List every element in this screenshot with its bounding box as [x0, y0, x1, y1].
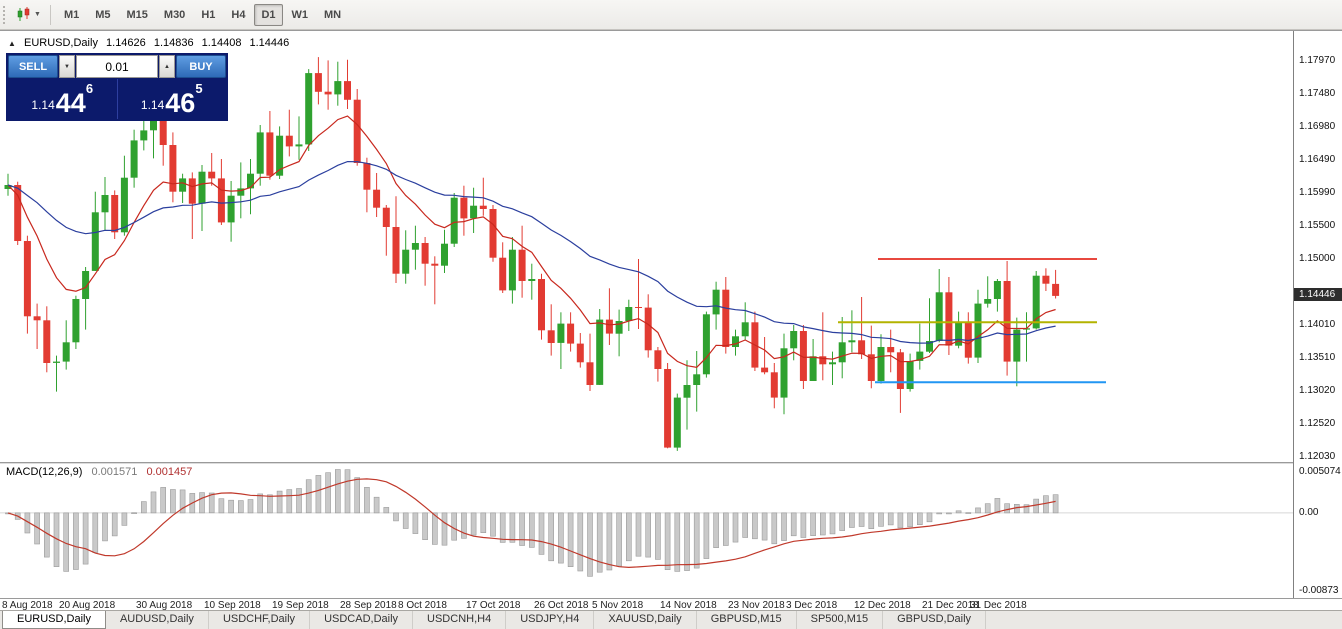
macd-axis-max: 0.005074	[1299, 466, 1341, 477]
one-click-trading-panel: SELL ▼ 0.01 ▲ BUY 1.14 44 6 1.14 46 5	[6, 53, 228, 121]
price-tick-label: 1.16980	[1299, 121, 1336, 132]
chart-tab-usdjpy-h4[interactable]: USDJPY,H4	[506, 611, 595, 629]
price-tick-label: 1.15990	[1299, 187, 1336, 198]
timeframe-button-m1[interactable]: M1	[63, 8, 80, 21]
date-label: 5 Nov 2018	[592, 600, 644, 611]
date-label: 21 Dec 2018	[922, 600, 979, 611]
top-toolbar: ▼ M1 M5 M15 M30 H1 H4 D1 W1 MN	[0, 0, 1342, 30]
ask-price-point: 5	[195, 81, 203, 96]
date-label: 20 Aug 2018	[59, 600, 116, 611]
timeframe-buttons: M1 M5 M15 M30 H1 H4 D1 W1 MN	[56, 0, 349, 30]
timeframe-button-m15[interactable]: M15	[126, 8, 148, 21]
macd-canvas[interactable]	[0, 464, 1293, 597]
volume-decrement-button[interactable]: ▼	[59, 55, 75, 78]
close-value: 1.14446	[249, 37, 290, 49]
chart-tab-usdchf-daily[interactable]: USDCHF,Daily	[209, 611, 311, 629]
macd-header: MACD(12,26,9) 0.001571 0.001457	[6, 466, 198, 478]
price-tick-label: 1.16490	[1299, 154, 1336, 165]
price-chart-canvas[interactable]	[0, 31, 1293, 462]
chart-tab-gbpusd-daily[interactable]: GBPUSD,Daily	[883, 611, 987, 629]
chart-tabs-bar: EURUSD,Daily AUDUSD,Daily USDCHF,Daily USDC…	[0, 610, 1342, 629]
timeframe-button-mn[interactable]: MN	[324, 8, 342, 21]
open-value: 1.14626	[106, 37, 146, 49]
timeframe-button-h1[interactable]: H1	[201, 8, 216, 21]
bid-price-point: 6	[85, 81, 94, 96]
macd-label: MACD(12,26,9)	[6, 466, 83, 478]
macd-value: 0.001571	[91, 466, 138, 478]
macd-panel: MACD(12,26,9) 0.001571 0.001457	[0, 464, 1293, 597]
date-label: 26 Oct 2018	[534, 600, 589, 611]
time-axis[interactable]: 8 Aug 2018 20 Aug 2018 30 Aug 2018 10 Sep 2…	[0, 598, 1342, 611]
date-label: 30 Aug 2018	[136, 600, 193, 611]
date-label: 19 Sep 2018	[272, 600, 329, 611]
macd-signal-line	[7, 478, 1056, 569]
date-label: 17 Oct 2018	[466, 600, 521, 611]
bid-price-pips: 44	[55, 88, 86, 119]
date-label: 23 Nov 2018	[728, 600, 785, 611]
price-tick-label: 1.17970	[1299, 55, 1336, 66]
macd-axis-min: -0.00873	[1299, 585, 1339, 596]
price-tick-label: 1.12520	[1299, 418, 1336, 429]
macd-signal-value: 0.001457	[146, 466, 193, 478]
macd-axis-zero: 0.00	[1299, 507, 1319, 518]
chart-tab-usdcad-daily[interactable]: USDCAD,Daily	[310, 611, 414, 629]
price-tick-label: 1.14010	[1299, 319, 1336, 330]
chart-header: ▲ EURUSD,Daily 1.14626 1.14836 1.14408 1…	[8, 37, 294, 49]
chart-tab-usdcnh-h4[interactable]: USDCNH,H4	[413, 611, 507, 629]
date-label: 8 Oct 2018	[398, 600, 447, 611]
date-label: 14 Nov 2018	[660, 600, 717, 611]
current-price-badge: 1.14446	[1294, 288, 1342, 301]
price-tick-label: 1.15000	[1299, 253, 1336, 264]
chart-tab-sp500-m15[interactable]: SP500,M15	[797, 611, 884, 629]
price-tick-label: 1.15500	[1299, 220, 1336, 231]
ask-price-prefix: 1.14	[140, 98, 165, 112]
bid-price-prefix: 1.14	[31, 98, 55, 112]
price-tick-label: 1.17480	[1299, 88, 1336, 99]
timeframe-button-h4[interactable]: H4	[231, 8, 246, 21]
macd-histogram	[5, 469, 1059, 577]
chart-type-button[interactable]: ▼	[12, 4, 45, 26]
chart-tab-gbpusd-m15[interactable]: GBPUSD,M15	[697, 611, 797, 629]
ask-price-pips: 46	[165, 88, 196, 119]
date-label: 28 Sep 2018	[340, 600, 397, 611]
toolbar-separator	[49, 4, 51, 25]
date-label: 12 Dec 2018	[854, 600, 911, 611]
date-label: 3 Dec 2018	[786, 600, 838, 611]
candlestick-chart-icon	[17, 7, 30, 21]
price-axis[interactable]: 1.14446 0.005074 0.00 -0.00873 1.17970 1.…	[1293, 31, 1342, 598]
fast-ma-line	[7, 115, 1056, 368]
low-value: 1.14408	[201, 37, 242, 49]
volume-input[interactable]: 0.01	[76, 55, 158, 78]
timeframe-button-d1[interactable]: D1	[254, 3, 283, 26]
price-tick-label: 1.13510	[1299, 352, 1336, 363]
ask-price-display: 1.14 46 5	[118, 79, 227, 119]
one-click-panel-toggle[interactable]: ▲	[8, 39, 16, 48]
buy-button[interactable]: BUY	[176, 55, 226, 78]
price-tick-label: 1.12030	[1299, 451, 1336, 462]
date-label: 31 Dec 2018	[970, 600, 1027, 611]
panel-splitter[interactable]	[0, 462, 1342, 464]
date-label: 8 Aug 2018	[2, 600, 53, 611]
timeframe-button-m5[interactable]: M5	[95, 8, 111, 21]
price-tick-label: 1.13020	[1299, 385, 1336, 396]
candles	[4, 57, 1060, 451]
timeframe-button-w1[interactable]: W1	[291, 8, 309, 21]
slow-ma-line	[7, 160, 1056, 344]
chart-tab-xauusd-daily[interactable]: XAUUSD,Daily	[594, 611, 697, 629]
sell-button[interactable]: SELL	[8, 55, 58, 78]
bid-price-display: 1.14 44 6	[8, 79, 118, 119]
chart-window: ▲ EURUSD,Daily 1.14626 1.14836 1.14408 1…	[0, 30, 1342, 611]
toolbar-drag-handle[interactable]	[3, 5, 8, 24]
chart-tab-audusd-daily[interactable]: AUDUSD,Daily	[106, 611, 209, 629]
date-label: 10 Sep 2018	[204, 600, 261, 611]
chevron-down-icon: ▼	[34, 11, 41, 18]
chart-symbol-period: EURUSD,Daily	[23, 37, 98, 49]
timeframe-button-m30[interactable]: M30	[163, 8, 186, 21]
main-chart-panel: ▲ EURUSD,Daily 1.14626 1.14836 1.14408 1…	[0, 31, 1293, 462]
volume-increment-button[interactable]: ▲	[159, 55, 175, 78]
chart-tab-eurusd-daily[interactable]: EURUSD,Daily	[2, 611, 106, 629]
high-value: 1.14836	[153, 37, 194, 49]
